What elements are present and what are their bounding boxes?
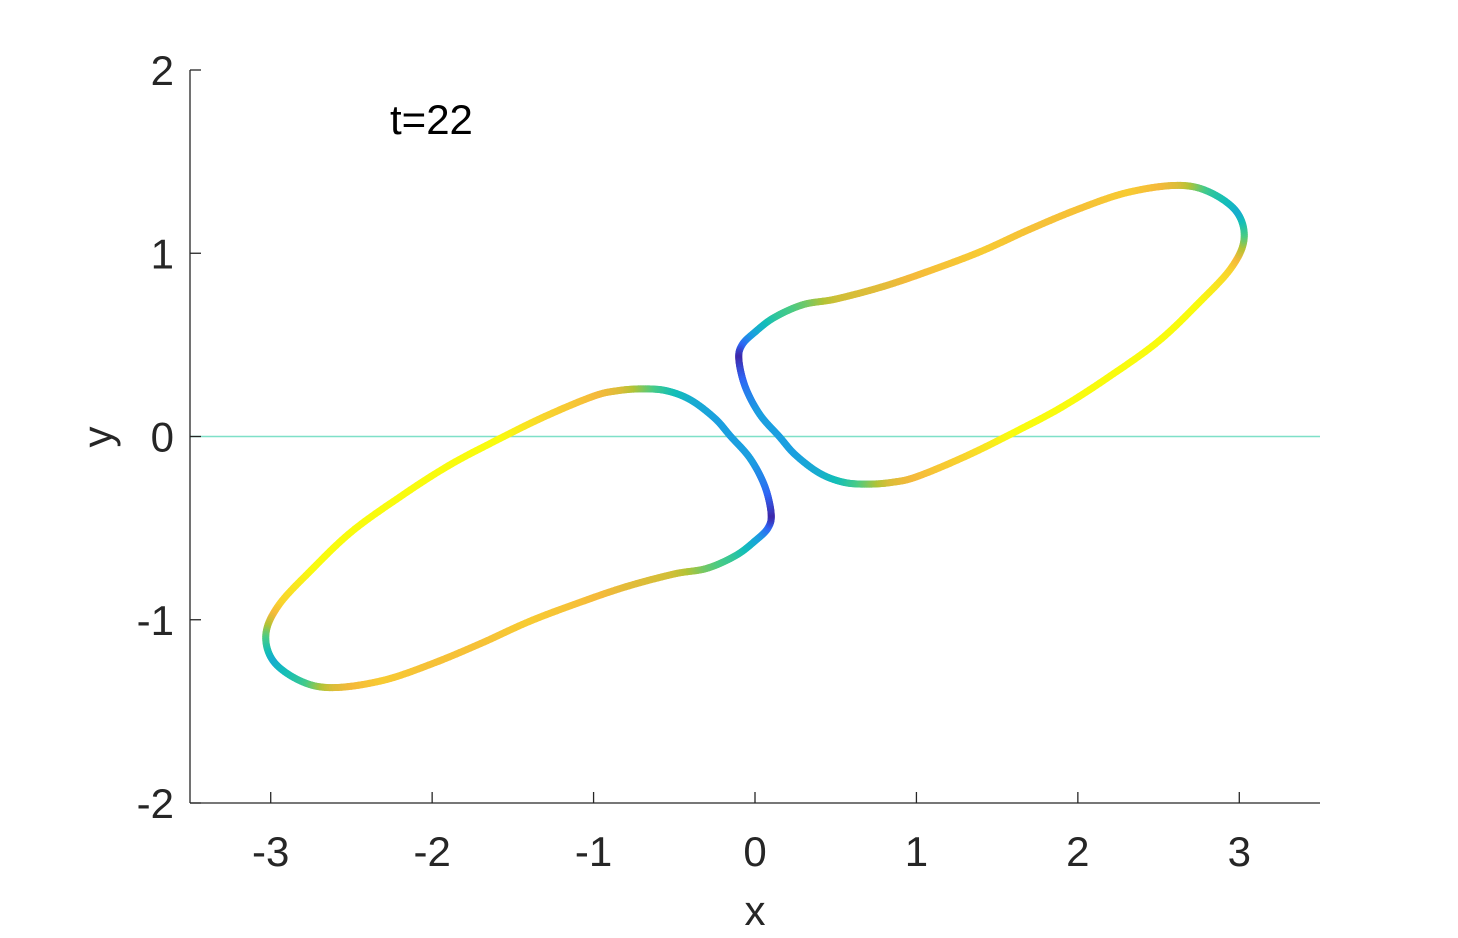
x-tick-label: -3 [252, 828, 289, 875]
curve-segment [774, 431, 783, 440]
x-tick-label: -2 [413, 828, 450, 875]
axes: -3 -2 -1 0 1 2 3 -2 -1 0 1 2 [137, 47, 1320, 875]
y-tick-label: 1 [151, 230, 174, 277]
y-tick-label: -1 [137, 597, 174, 644]
x-tick-label: 3 [1228, 828, 1251, 875]
curve-segment [727, 433, 736, 442]
curve-2 [735, 181, 1248, 488]
x-tick-label: 2 [1066, 828, 1089, 875]
time-annotation: t=22 [390, 96, 473, 143]
y-tick-label: -2 [137, 780, 174, 827]
x-axis-label: x [745, 887, 766, 934]
x-tick-label: 1 [905, 828, 928, 875]
x-tick-label: 0 [743, 828, 766, 875]
curve-1 [262, 385, 775, 692]
y-tick-label: 0 [151, 414, 174, 461]
curve-layer [262, 181, 1248, 692]
y-tick-label: 2 [151, 47, 174, 94]
y-axis-label: y [74, 427, 121, 448]
x-tick-label: -1 [575, 828, 612, 875]
